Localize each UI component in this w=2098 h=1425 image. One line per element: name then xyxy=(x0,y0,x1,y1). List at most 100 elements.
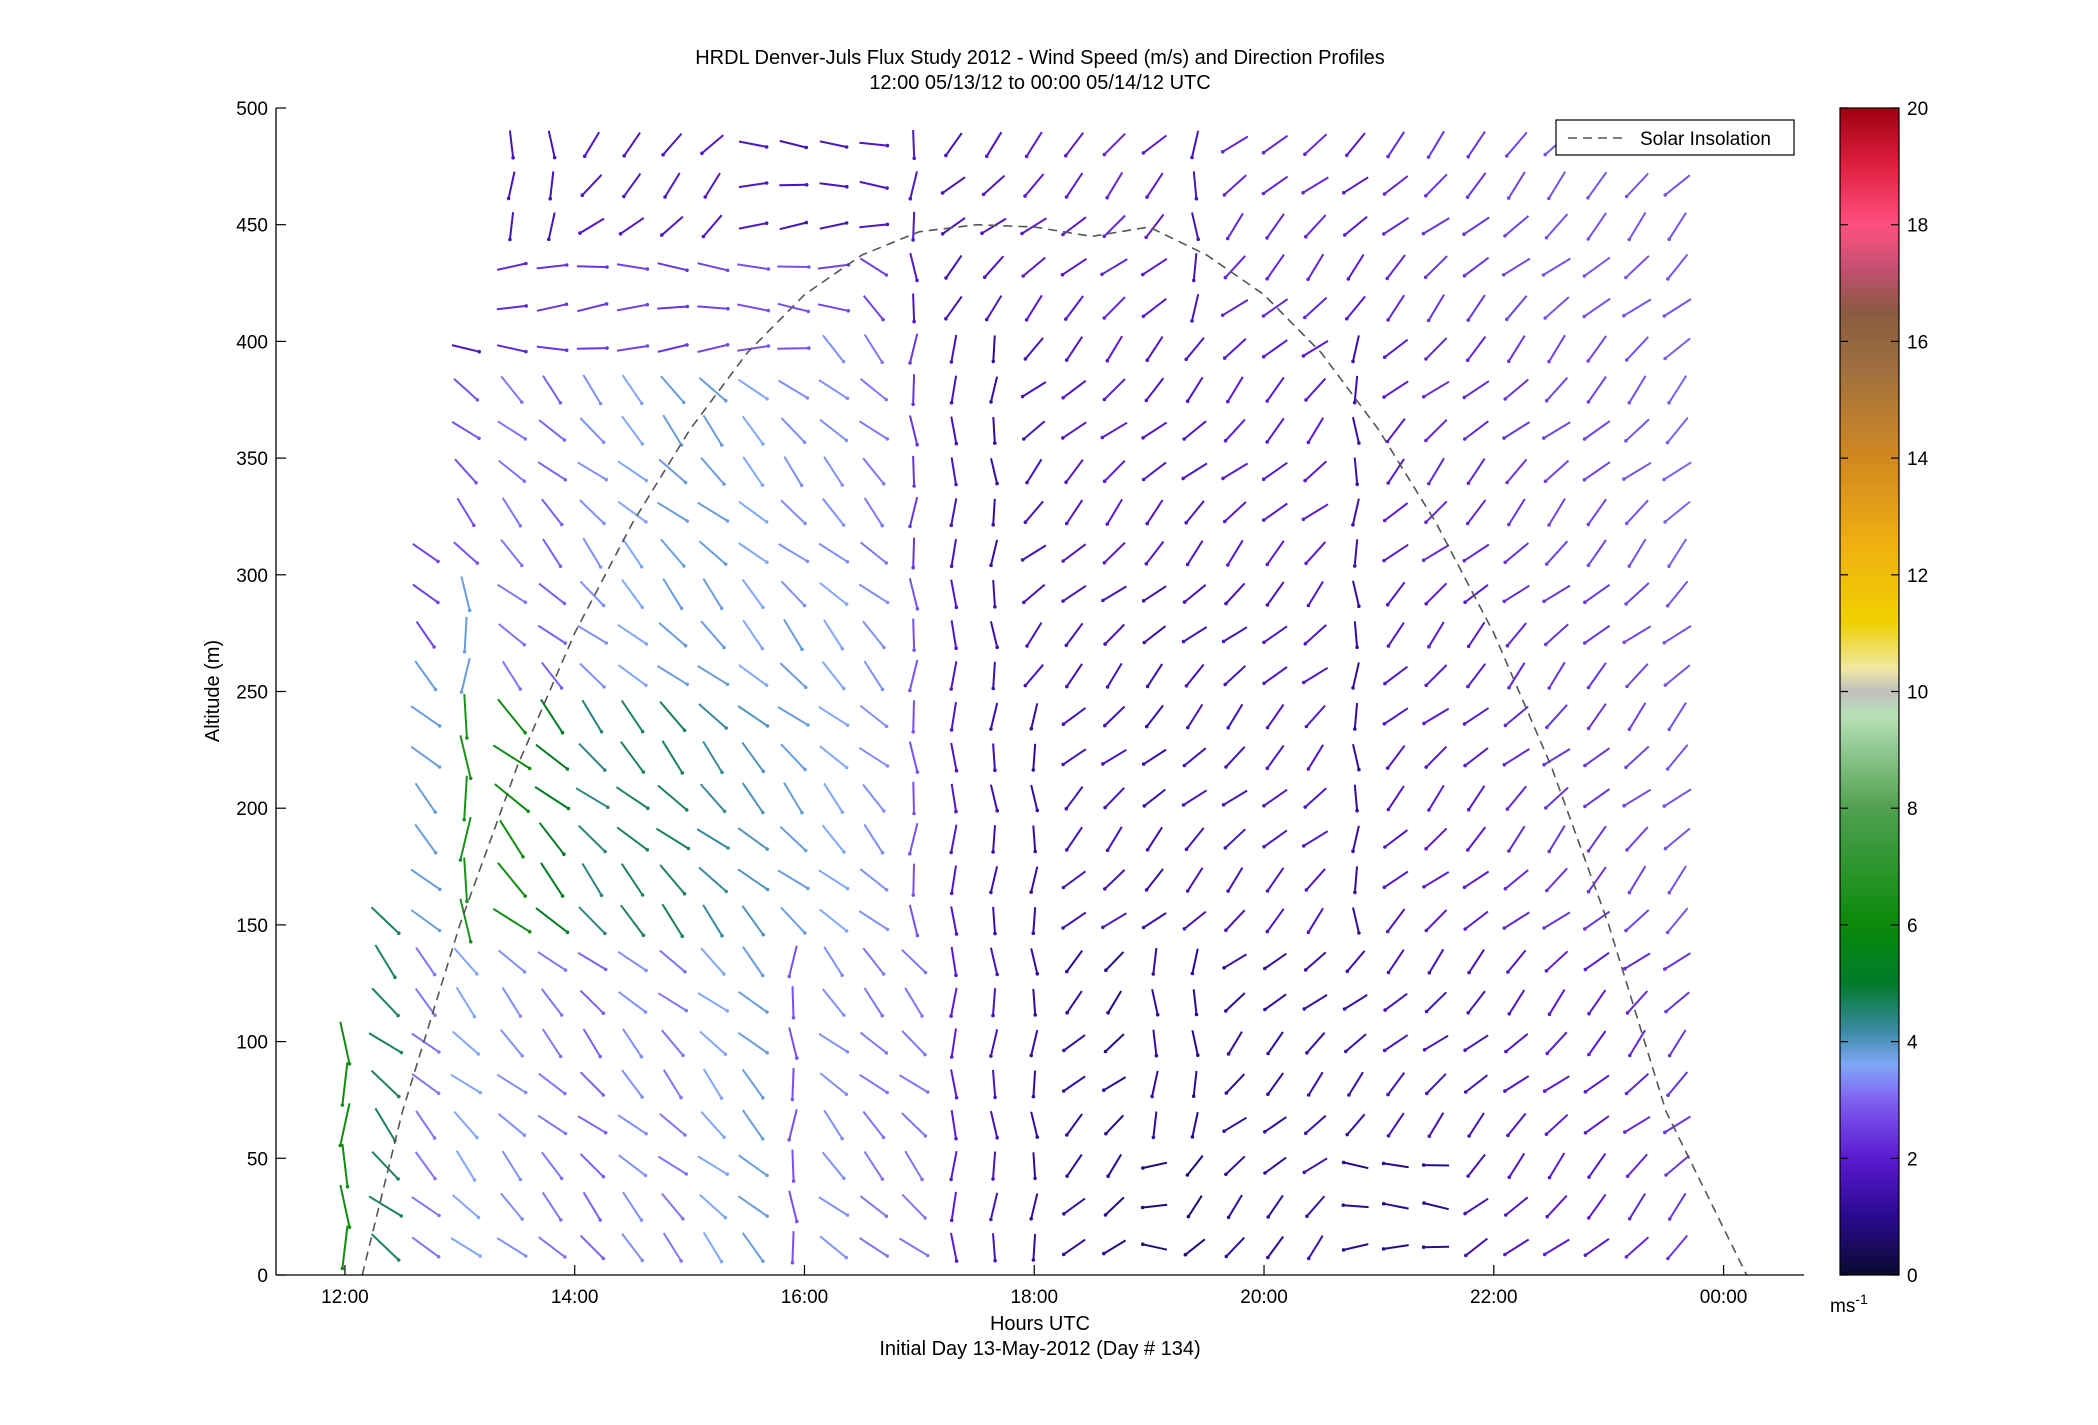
wind-vector xyxy=(1466,172,1487,198)
wind-vector xyxy=(1191,948,1199,974)
wind-vector-head xyxy=(803,521,807,526)
wind-vector xyxy=(537,951,567,971)
wind-vector xyxy=(1305,951,1327,971)
wind-vector xyxy=(1065,1113,1083,1136)
wind-vector-head xyxy=(1301,844,1306,848)
wind-vector-head xyxy=(606,805,610,809)
wind-vector-head xyxy=(1266,1215,1270,1219)
wind-vector xyxy=(780,743,806,771)
wind-vector-head xyxy=(1061,232,1065,237)
wind-vector-head xyxy=(885,927,890,932)
wind-vector-head xyxy=(393,975,397,979)
wind-vector-head xyxy=(1624,765,1628,770)
wind-vector xyxy=(1543,421,1571,439)
wind-vector-head xyxy=(345,1184,350,1189)
wind-vector xyxy=(498,623,525,646)
wind-vector xyxy=(791,1149,795,1182)
wind-vector xyxy=(700,1111,725,1138)
wind-vector xyxy=(858,420,888,440)
wind-vector xyxy=(1142,1243,1168,1251)
wind-vector-head xyxy=(923,1216,927,1220)
wind-vector-head xyxy=(1023,357,1028,361)
wind-vector-head xyxy=(1386,1092,1390,1097)
wind-vector-head xyxy=(685,343,689,347)
wind-vector-head xyxy=(1627,1216,1632,1221)
wind-vector xyxy=(657,784,688,811)
wind-vector-head xyxy=(1586,359,1590,363)
wind-vector-head xyxy=(1503,886,1508,891)
wind-vector-head xyxy=(1547,359,1551,364)
wind-vector xyxy=(1183,584,1207,603)
wind-vector xyxy=(818,1032,848,1053)
wind-vector xyxy=(1625,255,1650,279)
wind-vector-head xyxy=(765,560,769,564)
wind-vector xyxy=(737,263,769,271)
wind-vector-head xyxy=(1502,762,1507,767)
wind-vector-head xyxy=(1357,441,1361,445)
wind-vector-head xyxy=(1346,277,1351,281)
wind-vector xyxy=(1506,131,1528,157)
wind-vector-head xyxy=(685,268,689,273)
wind-vector-head xyxy=(806,723,810,727)
wind-vector xyxy=(414,823,437,854)
wind-vector xyxy=(1062,421,1087,439)
wind-vector xyxy=(1262,134,1289,154)
wind-vector xyxy=(741,415,764,445)
wind-vector xyxy=(742,946,764,977)
wind-vector xyxy=(1263,461,1288,481)
wind-vector-head xyxy=(1035,972,1040,976)
wind-vector xyxy=(1151,1070,1159,1097)
wind-vector-head xyxy=(724,889,728,894)
wind-vector-head xyxy=(681,1217,685,1221)
wind-vector xyxy=(1183,910,1207,930)
wind-vector xyxy=(1026,622,1043,647)
wind-vector xyxy=(697,1155,728,1176)
wind-vector-head xyxy=(908,361,912,365)
wind-vector xyxy=(579,662,605,688)
wind-vector-head xyxy=(1352,564,1357,568)
wind-vector-head xyxy=(1103,887,1107,891)
wind-vector-head xyxy=(1382,192,1387,196)
wind-vector xyxy=(339,1184,351,1228)
wind-vector xyxy=(818,869,849,890)
wind-vector xyxy=(1628,1193,1646,1220)
wind-vector-head xyxy=(1466,1011,1470,1015)
wind-vector-head xyxy=(1261,191,1266,196)
wind-vector-head xyxy=(1065,1174,1069,1178)
wind-vector xyxy=(1307,744,1324,770)
wind-vector-head xyxy=(475,398,480,402)
wind-vector-head xyxy=(765,1214,769,1218)
wind-vector xyxy=(579,499,605,525)
wind-vector xyxy=(621,415,644,445)
wind-vector xyxy=(1030,948,1039,975)
wind-vector xyxy=(1548,989,1566,1015)
wind-vector xyxy=(1224,337,1247,359)
wind-vector-head xyxy=(1355,482,1359,487)
wind-vector xyxy=(737,345,769,352)
wind-vector xyxy=(1383,175,1409,195)
wind-vector xyxy=(1263,666,1288,685)
wind-vector-head xyxy=(1382,518,1387,523)
wind-vector-head xyxy=(949,850,953,855)
wind-vector-head xyxy=(1061,559,1065,563)
wind-vector-head xyxy=(807,265,811,269)
wind-vector xyxy=(1386,581,1406,606)
wind-vector-head xyxy=(462,817,467,822)
wind-vector-head xyxy=(1262,803,1266,808)
wind-vector-head xyxy=(1544,398,1549,403)
wind-vector xyxy=(783,456,803,486)
wind-vector-head xyxy=(1265,766,1270,771)
wind-vector xyxy=(1032,1233,1037,1261)
wind-vector xyxy=(1225,1073,1246,1094)
wind-vector-head xyxy=(1467,1134,1471,1138)
wind-vector-head xyxy=(520,563,524,568)
wind-vector xyxy=(620,741,645,773)
wind-vector-head xyxy=(880,1177,885,1181)
wind-vector-head xyxy=(1064,358,1069,362)
wind-vector xyxy=(950,742,958,771)
wind-vector-head xyxy=(840,810,845,814)
wind-vector-head xyxy=(1182,437,1186,441)
wind-vector xyxy=(454,458,477,484)
wind-vector-head xyxy=(795,1219,799,1224)
wind-vector xyxy=(616,303,648,312)
